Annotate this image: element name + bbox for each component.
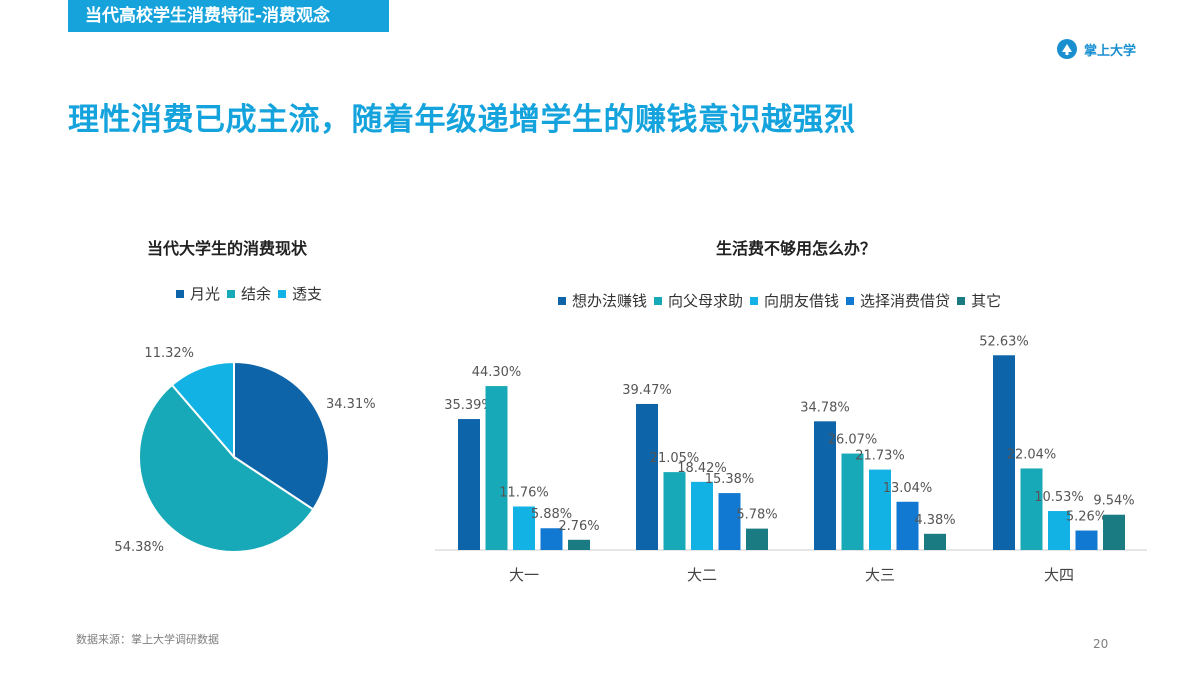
- pie-chart: 34.31% 54.38% 11.32%: [114, 346, 376, 555]
- bar-legend-item: 其它: [957, 290, 1001, 311]
- x-tick-label: 大一: [509, 566, 539, 584]
- bar-data-label: 5.78%: [736, 508, 777, 523]
- pie-legend-swatch: [176, 289, 184, 298]
- bar-data-label: 4.38%: [914, 513, 955, 528]
- bar-data-label: 5.88%: [531, 507, 572, 522]
- pie-data-label: 11.32%: [144, 346, 194, 361]
- bar-data-label: 18.42%: [677, 461, 727, 476]
- bar-data-label: 15.38%: [705, 472, 755, 487]
- pie-legend: 月光 结余 透支: [176, 283, 329, 304]
- bar-legend-item: 选择消费借贷: [846, 290, 950, 311]
- bar: [924, 533, 946, 550]
- pie-legend-item: 透支: [278, 283, 322, 304]
- bar: [540, 528, 563, 550]
- bar-data-label: 39.47%: [622, 383, 672, 398]
- pie-legend-item: 结余: [227, 283, 271, 304]
- pie-legend-swatch: [278, 289, 287, 298]
- pie-legend-label: 月光: [190, 285, 221, 303]
- bar-data-label: 11.76%: [499, 485, 549, 500]
- bar: [1020, 468, 1043, 550]
- pie-legend-label: 透支: [292, 285, 323, 303]
- pie-chart-title: 当代大学生的消费现状: [147, 239, 308, 258]
- bar: [458, 419, 480, 550]
- bar: [896, 501, 919, 550]
- bar-data-label: 52.63%: [979, 334, 1029, 349]
- page-number: 20: [1093, 637, 1109, 651]
- bar: [746, 528, 768, 550]
- bar-data-label: 5.26%: [1066, 510, 1107, 525]
- bar-data-label: 44.30%: [472, 365, 522, 380]
- brand-logo: 掌上大学: [1056, 37, 1136, 61]
- bar-legend-label: 想办法赚钱: [572, 292, 648, 310]
- bar: [1048, 511, 1070, 550]
- page-title: 理性消费已成主流，随着年级递增学生的赚钱意识越强烈: [68, 102, 856, 138]
- x-tick-label: 大四: [1044, 566, 1074, 584]
- bar: [718, 493, 741, 550]
- bar-legend-swatch: [558, 296, 566, 305]
- bar: [568, 539, 590, 550]
- bar: [663, 472, 686, 550]
- bar-data-label: 21.73%: [855, 449, 905, 464]
- bar-data-label: 34.78%: [800, 400, 850, 415]
- pie-data-label: 34.31%: [326, 397, 376, 412]
- bar-legend-item: 向朋友借钱: [750, 290, 839, 311]
- bar: [485, 386, 508, 550]
- bar-legend-item: 想办法赚钱: [558, 290, 647, 311]
- bar-legend-label: 其它: [971, 292, 1002, 310]
- pie-legend-item: 月光: [176, 283, 220, 304]
- bar: [636, 403, 658, 550]
- bar-legend-swatch: [846, 296, 855, 305]
- data-source: 数据来源：掌上大学调研数据: [76, 633, 219, 646]
- bar: [841, 453, 864, 550]
- bar-legend-swatch: [654, 296, 663, 305]
- bar-legend-swatch: [957, 296, 966, 305]
- bar-data-label: 21.05%: [650, 451, 700, 466]
- pie-legend-label: 结余: [241, 285, 272, 303]
- bar-data-label: 13.04%: [883, 481, 933, 496]
- bar: [513, 506, 535, 550]
- bar: [993, 355, 1015, 550]
- bar-legend-label: 向父母求助: [668, 292, 744, 310]
- bar: [814, 421, 836, 550]
- pie-slice: [138, 383, 315, 553]
- bar: [869, 469, 891, 550]
- bar-chart: 35.39% 44.30% 11.76% 5.88%2.76% 大一 39.47% 21.0…: [435, 334, 1147, 584]
- bar-data-label: 26.07%: [828, 433, 878, 448]
- x-tick-label: 大三: [865, 566, 895, 584]
- bar-legend-label: 向朋友借钱: [764, 292, 840, 310]
- bar: [691, 481, 713, 550]
- x-tick-label: 大二: [687, 566, 717, 584]
- bar-chart-title: 生活费不够用怎么办？: [716, 239, 877, 258]
- bar-legend-swatch: [750, 296, 759, 305]
- bar-data-label: 9.54%: [1093, 494, 1134, 509]
- bar-data-label: 35.39%: [444, 398, 494, 413]
- brand-name: 掌上大学: [1084, 43, 1137, 59]
- bar-data-label: 22.04%: [1007, 447, 1057, 462]
- pie-legend-swatch: [227, 289, 236, 298]
- pie-slice: [170, 360, 235, 460]
- bar: [1075, 530, 1098, 550]
- bar-legend-item: 向父母求助: [654, 290, 743, 311]
- bar-data-label: 10.53%: [1034, 490, 1084, 505]
- bar: [1103, 514, 1125, 550]
- pie-data-label: 54.38%: [114, 540, 164, 555]
- bar-legend-label: 选择消费借贷: [860, 292, 951, 310]
- bar-data-label: 2.76%: [558, 519, 599, 534]
- brand-icon: [1057, 39, 1077, 59]
- bar-legend: 想办法赚钱 向父母求助 向朋友借钱 选择消费借贷 其它: [558, 290, 1008, 311]
- section-tag: 当代高校学生消费特征-消费观念: [68, 0, 389, 32]
